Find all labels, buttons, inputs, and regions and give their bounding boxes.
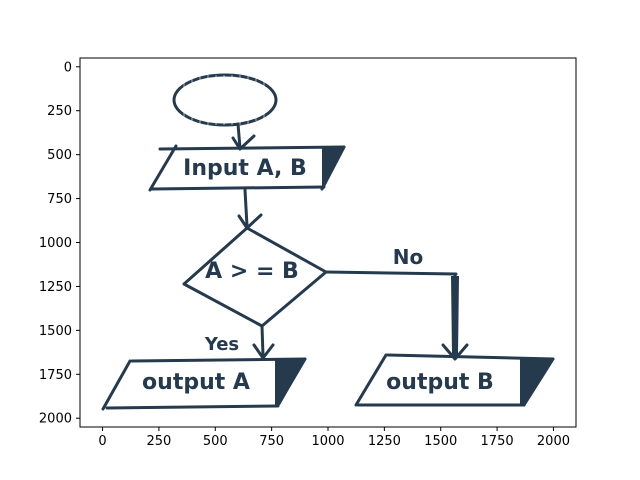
- no-label: No: [393, 245, 423, 269]
- x-tick-label: 500: [203, 434, 228, 449]
- y-axis: 0 250 500 750 1000 1250 1500 1750 2000: [39, 60, 80, 427]
- x-axis: 0 250 500 750 1000 1250 1500 1750 2000: [98, 427, 570, 449]
- no-branch-line: [324, 270, 469, 361]
- input-parallelogram: Input A, B: [148, 144, 346, 192]
- flowchart: Input A, B A > = B No Yes: [101, 73, 555, 411]
- decision-label: A > = B: [205, 259, 299, 284]
- y-tick-label: 250: [47, 104, 72, 119]
- x-tick-label: 0: [98, 434, 106, 449]
- y-tick-label: 0: [64, 60, 72, 75]
- y-tick-label: 1750: [39, 368, 72, 383]
- y-tick-label: 500: [47, 148, 72, 163]
- x-tick-label: 2000: [537, 434, 570, 449]
- yes-label: Yes: [204, 334, 239, 355]
- input-label: Input A, B: [183, 156, 307, 181]
- output-b-parallelogram: output B: [354, 353, 555, 407]
- axes-frame: [79, 57, 577, 428]
- x-tick-label: 1500: [424, 434, 457, 449]
- y-tick-label: 1000: [39, 236, 72, 251]
- output-a-label: output A: [142, 370, 250, 395]
- output-b-label: output B: [386, 370, 494, 395]
- x-tick-label: 750: [259, 434, 284, 449]
- x-tick-label: 1000: [311, 434, 344, 449]
- y-tick-label: 750: [47, 192, 72, 207]
- x-tick-label: 250: [146, 434, 171, 449]
- x-tick-label: 1250: [368, 434, 401, 449]
- y-tick-label: 2000: [39, 412, 72, 427]
- start-terminal: [172, 73, 278, 127]
- output-a-parallelogram: output A: [101, 357, 307, 411]
- y-tick-label: 1500: [39, 324, 72, 339]
- x-tick-label: 1750: [481, 434, 514, 449]
- y-tick-label: 1250: [39, 280, 72, 295]
